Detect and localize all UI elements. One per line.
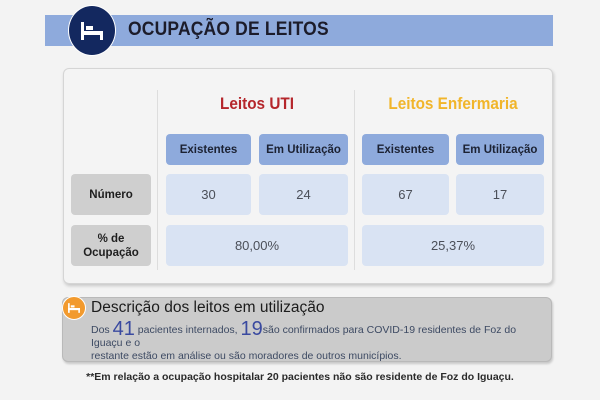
- row-label-numero: Número: [71, 174, 151, 215]
- row-label-ocupacao-line1: % de: [97, 232, 125, 245]
- description-text-mid: pacientes internados,: [134, 324, 241, 336]
- uti-header-em-utilizacao: Em Utilização: [259, 134, 348, 165]
- row-label-ocupacao-line2: Ocupação: [83, 246, 139, 259]
- confirmed-count: 19: [240, 318, 263, 340]
- description-text-line1-rest: são confirmados para COVID-19 residentes…: [91, 324, 517, 349]
- uti-ocupacao-value: 80,00%: [166, 225, 348, 266]
- section-title-enfermaria: Leitos Enfermaria: [388, 94, 518, 113]
- bed-icon: [68, 303, 80, 313]
- total-patients-count: 41: [112, 318, 135, 340]
- page-title: OCUPAÇÃO DE LEITOS: [128, 19, 329, 40]
- description-text-prefix: Dos: [91, 324, 113, 336]
- enfermaria-em-utilizacao-value: 17: [456, 174, 544, 215]
- enfermaria-ocupacao-value: 25,37%: [362, 225, 544, 266]
- row-label-ocupacao: % de Ocupação: [71, 225, 151, 266]
- description-text: Dos 41 pacientes internados, 19são confi…: [91, 319, 541, 363]
- header-icon-circle: [68, 5, 116, 56]
- section-title-uti: Leitos UTI: [220, 94, 294, 113]
- description-title: Descrição dos leitos em utilização: [91, 299, 325, 316]
- description-panel: [62, 297, 552, 362]
- footnote: **Em relação a ocupação hospitalar 20 pa…: [86, 371, 514, 383]
- enfermaria-header-em-utilizacao: Em Utilização: [456, 134, 544, 165]
- column-divider: [354, 90, 355, 270]
- bed-icon: [81, 21, 103, 40]
- enfermaria-existentes-value: 67: [362, 174, 449, 215]
- enfermaria-header-existentes: Existentes: [362, 134, 449, 165]
- uti-header-existentes: Existentes: [166, 134, 251, 165]
- description-text-line2: restante estão em análise ou são morador…: [91, 350, 402, 362]
- uti-existentes-value: 30: [166, 174, 251, 215]
- header-band: [45, 15, 553, 46]
- column-divider: [157, 90, 158, 270]
- description-icon-circle: [62, 296, 86, 320]
- uti-em-utilizacao-value: 24: [259, 174, 348, 215]
